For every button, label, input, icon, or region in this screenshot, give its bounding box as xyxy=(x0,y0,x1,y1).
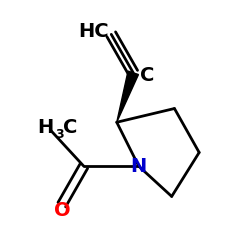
Text: H: H xyxy=(37,118,54,137)
Text: N: N xyxy=(130,157,147,176)
Polygon shape xyxy=(117,71,138,122)
Text: C: C xyxy=(63,118,78,137)
Text: O: O xyxy=(54,201,70,220)
Text: 3: 3 xyxy=(55,128,64,141)
Text: C: C xyxy=(140,66,154,85)
Text: HC: HC xyxy=(78,22,108,41)
